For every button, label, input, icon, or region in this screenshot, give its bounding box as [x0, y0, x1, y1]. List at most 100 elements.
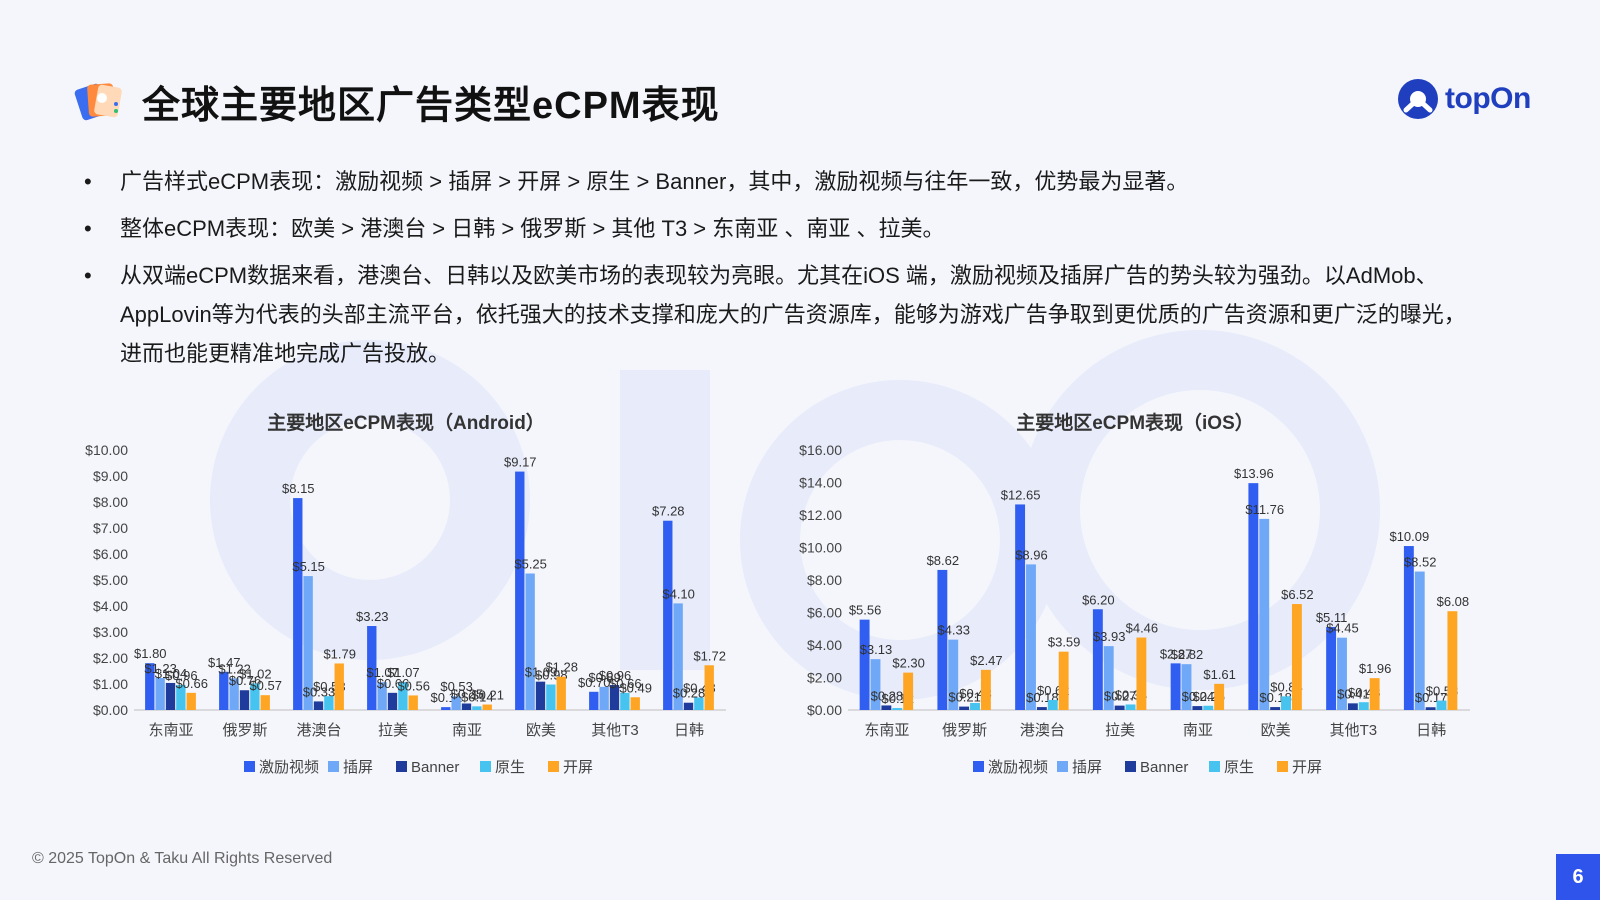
bar: [176, 685, 186, 710]
data-label: $1.61: [1203, 667, 1236, 682]
y-tick-label: $16.00: [799, 442, 842, 458]
bar: [1281, 696, 1291, 710]
bar: [1192, 706, 1203, 710]
bar: [1203, 705, 1214, 710]
bar: [1047, 699, 1058, 710]
bar: [1058, 651, 1069, 710]
x-tick-label: 拉美: [1105, 722, 1135, 739]
bar: [663, 520, 673, 710]
chart-title: 主要地区eCPM表现（iOS）: [1016, 413, 1254, 434]
data-label: $0.21: [948, 690, 981, 705]
y-tick-label: $14.00: [799, 475, 842, 491]
legend-label: 激励视频: [259, 759, 319, 776]
data-label: $0.96: [599, 668, 632, 683]
x-tick-label: 港澳台: [296, 722, 341, 739]
data-label: $0.24: [1182, 689, 1215, 704]
data-label: $11.76: [1245, 502, 1284, 517]
bullet-item: • 从双端eCPM数据来看，港澳台、日韩以及欧美市场的表现较为亮眼。尤其在iOS …: [80, 256, 1480, 373]
bar: [556, 676, 566, 710]
bar: [704, 665, 714, 710]
bar: [959, 706, 970, 710]
data-label: $10.09: [1389, 529, 1429, 544]
legend-label: 原生: [495, 759, 525, 776]
bar: [1447, 611, 1458, 710]
data-label: $1.79: [323, 646, 356, 661]
chart-android: 主要地区eCPM表现（Android） $0.00 $1.00 $2.00 $3.00…: [76, 408, 736, 798]
legend: 激励视频 插屏 Banner 原生 开屏: [973, 759, 1322, 776]
x-tick-label: 拉美: [378, 722, 408, 739]
data-label: $2.47: [970, 653, 1003, 668]
page-title: 全球主要地区广告类型eCPM表现: [142, 85, 720, 127]
data-label: $13.96: [1234, 466, 1274, 481]
bar: [377, 682, 387, 710]
data-label: $5.25: [514, 557, 547, 572]
data-label: $4.45: [1326, 621, 1359, 636]
data-label: $0.66: [175, 676, 208, 691]
data-label: $1.22: [218, 661, 251, 676]
bar: [515, 471, 525, 710]
bar: [303, 576, 313, 710]
bullet-item: • 广告样式eCPM表现：激励视频 > 插屏 > 开屏 > 原生 > Banner…: [80, 162, 1480, 201]
bullet-text: 从双端eCPM数据来看，港澳台、日韩以及欧美市场的表现较为亮眼。尤其在iOS 端…: [120, 263, 1466, 366]
y-tick-label: $2.00: [807, 670, 842, 686]
bullet-dot: •: [84, 216, 92, 241]
data-label: $8.96: [1015, 547, 1048, 562]
bar: [260, 695, 270, 710]
data-label: $1.09: [525, 665, 558, 680]
data-label: $0.41: [1337, 686, 1370, 701]
bar: [250, 683, 260, 710]
y-tick-label: $1.00: [93, 676, 128, 692]
bullet-text: 整体eCPM表现：欧美 > 港澳台 > 日韩 > 俄罗斯 > 其他 T3 > 东…: [120, 216, 945, 241]
data-label: $1.96: [1359, 661, 1392, 676]
data-label: $5.11: [1316, 610, 1348, 625]
chart-ios-svg: $0.00 $2.00 $4.00 $6.00 $8.00 $10.00 $12.00 $14…: [799, 442, 1470, 776]
data-label: $0.14: [461, 689, 494, 704]
data-label: $4.46: [1126, 621, 1159, 636]
bullet-dot: •: [84, 263, 92, 288]
bar: [367, 626, 377, 710]
bar: [535, 681, 546, 710]
data-label: $0.28: [673, 686, 706, 701]
legend-swatch: [1125, 761, 1136, 772]
y-tick-label: $4.00: [93, 598, 128, 614]
data-label: $8.15: [282, 481, 315, 496]
data-label: $0.33: [303, 684, 336, 699]
bar: [546, 684, 556, 710]
data-label: $0.49: [619, 680, 652, 695]
data-label: $1.72: [693, 648, 726, 663]
bar: [387, 692, 398, 710]
bar: [324, 696, 334, 710]
page-number: 6: [1556, 854, 1600, 900]
legend-label: 插屏: [1072, 759, 1102, 776]
bar: [1103, 646, 1114, 710]
bar: [313, 701, 324, 710]
x-tick-label: 俄罗斯: [942, 722, 987, 739]
data-label: $4.33: [937, 623, 970, 638]
bar: [1125, 704, 1136, 710]
bar: [165, 682, 176, 710]
bar: [870, 659, 881, 710]
bar: [980, 669, 991, 710]
legend-label: 原生: [1224, 759, 1254, 776]
bullet-item: • 整体eCPM表现：欧美 > 港澳台 > 日韩 > 俄罗斯 > 其他 T3 > …: [80, 209, 1480, 248]
bar: [334, 663, 344, 710]
bar: [398, 682, 408, 710]
data-label: $2.30: [892, 656, 925, 671]
bar: [1092, 609, 1103, 710]
bar: [948, 639, 959, 710]
x-tick-label: 日韩: [1416, 722, 1446, 739]
legend-label: Banner: [411, 759, 459, 776]
y-tick-label: $5.00: [93, 572, 128, 588]
bar: [293, 498, 303, 710]
data-label: $4.10: [662, 586, 695, 601]
data-label: $3.23: [356, 609, 389, 624]
bar: [1015, 504, 1026, 710]
bar: [1414, 571, 1425, 710]
y-tick-label: $10.00: [799, 540, 842, 556]
data-label: $0.53: [440, 679, 473, 694]
data-label: $5.56: [849, 603, 882, 618]
bar: [186, 692, 196, 710]
brand-logo: topOn: [1397, 78, 1531, 120]
legend-swatch: [396, 761, 407, 772]
x-tick-label: 欧美: [526, 722, 556, 739]
